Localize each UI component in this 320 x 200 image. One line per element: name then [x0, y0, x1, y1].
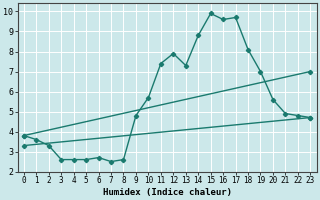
- X-axis label: Humidex (Indice chaleur): Humidex (Indice chaleur): [103, 188, 232, 197]
